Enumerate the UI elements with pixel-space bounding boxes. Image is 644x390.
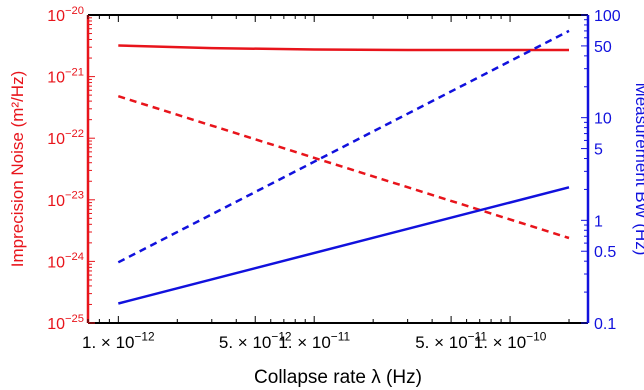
x-axis-label: Collapse rate λ (Hz) [254,367,422,388]
y-left-tick-label: 10−22 [47,128,84,148]
y-right-tick-label: 1 [594,213,603,230]
series-line-left-dashed [117,95,570,240]
series-line-right-dashed [117,29,570,264]
y-right-tick-label: 0.1 [594,316,616,333]
x-tick-label: 5. × 10−12 [219,329,292,352]
y-right-tick-label: 10 [594,111,612,128]
y-left-tick-label: 10−25 [47,313,84,333]
y-left-tick-label: 10−24 [47,251,84,271]
y-right-tick-label: 5 [594,142,603,159]
x-tick-label: 1. × 10−11 [278,329,350,352]
y-right-tick-label: 50 [594,39,612,56]
x-tick-label: 1. × 10−10 [474,329,547,352]
y-left-tick-label: 10−21 [47,66,84,86]
y-right-axis-label: Measurement BW (Hz) [632,83,644,256]
y-left-tick-label: 10−20 [47,5,84,25]
y-left-axis-label: Imprecision Noise (m²/Hz) [8,71,27,267]
y-right-tick-label: 100 [594,8,621,25]
x-tick-label: 5. × 10−11 [415,329,487,352]
series-line-right-solid [117,186,570,305]
y-right-tick-label: 0.5 [594,244,616,261]
x-tick-label: 1. × 10−12 [82,329,155,352]
y-left-tick-label: 10−23 [47,190,84,210]
series-line-left-solid [118,44,569,52]
